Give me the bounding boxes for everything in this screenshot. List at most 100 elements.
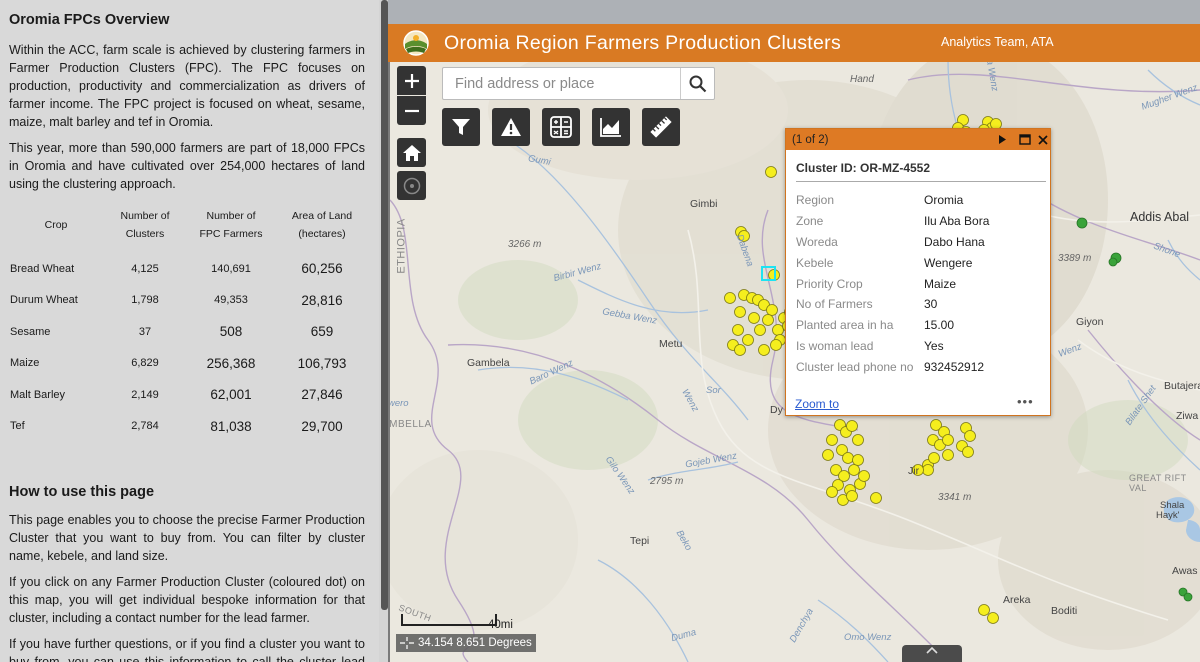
cluster-dot[interactable] (734, 306, 746, 318)
cluster-popup[interactable]: (1 of 2) Cluster ID: OR-MZ-4552 Region Or… (785, 128, 1051, 416)
cluster-dot[interactable] (770, 339, 782, 351)
cell-crop: Malt Barley (10, 388, 66, 401)
cluster-dot[interactable] (734, 344, 746, 356)
cluster-dot[interactable] (758, 344, 770, 356)
locate-button[interactable] (397, 171, 426, 200)
label-elev-2795: 2795 m (650, 476, 684, 487)
chart-button[interactable] (592, 108, 630, 146)
label-areka: Areka (1003, 594, 1031, 606)
attribute-table-toggle[interactable] (902, 645, 962, 662)
label-ziwa: Ziwa (1176, 410, 1199, 422)
cluster-dot[interactable] (964, 430, 976, 442)
zoom-in-button[interactable] (397, 66, 426, 95)
farm-logo-icon (403, 30, 429, 56)
cluster-dot[interactable] (846, 490, 858, 502)
cell-area: 28,816 (301, 292, 343, 308)
attribute-row: No of Farmers 30 (796, 294, 989, 315)
table-row: Sesame 37 508 659 (9, 316, 369, 348)
maximize-button[interactable] (1018, 132, 1032, 147)
cluster-dot[interactable] (930, 419, 942, 431)
header-clusters: Number of Clusters (120, 210, 170, 240)
home-button[interactable] (397, 138, 426, 167)
cluster-dot[interactable] (762, 314, 774, 326)
zoom-out-button[interactable] (397, 96, 426, 125)
cluster-dot[interactable] (830, 464, 842, 476)
label-tepi: Tepi (630, 535, 650, 547)
cluster-dot[interactable] (826, 434, 838, 446)
cluster-dot[interactable] (838, 470, 850, 482)
cluster-dot[interactable] (928, 452, 940, 464)
cell-area: 27,846 (301, 387, 343, 403)
search-input[interactable] (443, 68, 680, 99)
label-giyon: Giyon (1076, 316, 1104, 328)
close-icon (1038, 134, 1048, 145)
popup-header: (1 of 2) (786, 129, 1050, 150)
next-feature-button[interactable] (996, 132, 1008, 147)
cluster-dot[interactable] (858, 470, 870, 482)
attr-value: Ilu Aba Bora (924, 214, 990, 229)
home-icon (402, 144, 421, 161)
zoom-to-link[interactable]: Zoom to (795, 397, 840, 411)
filter-button[interactable] (442, 108, 480, 146)
attr-key: Zone (796, 214, 824, 229)
cluster-dot[interactable] (738, 230, 750, 242)
cluster-dot[interactable] (942, 434, 954, 446)
howto-title: How to use this page (9, 484, 155, 500)
cell-crop: Durum Wheat (10, 294, 78, 307)
cluster-dot[interactable] (846, 420, 858, 432)
measure-button[interactable] (642, 108, 680, 146)
cluster-dot[interactable] (836, 444, 848, 456)
cluster-dot[interactable] (742, 334, 754, 346)
cluster-dot[interactable] (848, 464, 860, 476)
locate-icon (403, 177, 420, 194)
calculator-button[interactable] (542, 108, 580, 146)
intro-paragraph-1: Within the ACC, farm scale is achieved b… (9, 43, 365, 129)
sidebar-scrollbar[interactable] (381, 0, 388, 610)
cell-farmers: 508 (219, 324, 243, 340)
close-popup-button[interactable] (1036, 132, 1050, 147)
cluster-dot[interactable] (754, 324, 766, 336)
attribute-row: Region Oromia (796, 190, 989, 211)
label-addis-ababa: Addis Abal (1130, 210, 1190, 224)
table-row: Tef 2,784 81,038 29,700 (9, 411, 369, 443)
label-jimma: Jir (908, 465, 920, 477)
alert-button[interactable] (492, 108, 530, 146)
coordinate-readout: 34.154 8.651 Degrees (396, 634, 536, 652)
cluster-dot[interactable] (852, 434, 864, 446)
attr-key: Kebele (796, 255, 834, 270)
crop-summary-table: Crop Number of Clusters Number of FPC Farm… (9, 207, 369, 442)
cluster-dot[interactable] (912, 464, 924, 476)
cluster-dot[interactable] (826, 486, 838, 498)
popup-counter: (1 of 2) (792, 133, 829, 146)
search-box[interactable] (442, 67, 715, 100)
cluster-dot[interactable] (822, 449, 834, 461)
attr-key: Woreda (796, 234, 838, 249)
cluster-dot[interactable] (765, 166, 777, 178)
cluster-dot[interactable] (724, 292, 736, 304)
cluster-dot[interactable] (766, 304, 778, 316)
maximize-icon (1019, 134, 1031, 145)
cluster-dot[interactable] (942, 449, 954, 461)
cluster-dot[interactable] (732, 324, 744, 336)
label-great-rift: GREAT RIFT VAL (1129, 473, 1187, 493)
search-button[interactable] (680, 68, 714, 99)
cluster-dot[interactable] (852, 454, 864, 466)
howto-paragraph-2: If you click on any Farmer Production Cl… (9, 575, 365, 625)
cluster-dot[interactable] (870, 492, 882, 504)
more-actions-button[interactable]: ••• (1017, 394, 1034, 409)
cluster-dot[interactable] (962, 446, 974, 458)
cluster-dot[interactable] (748, 312, 760, 324)
cluster-dot[interactable] (842, 452, 854, 464)
map-panel[interactable]: Gimbi Metu Gambela AMBELLA ETHIOPIA Addi… (388, 0, 1200, 662)
cell-farmers: 81,038 (210, 418, 252, 434)
cluster-id: Cluster ID: OR-MZ-4552 (796, 161, 1046, 182)
cluster-dot[interactable] (922, 464, 934, 476)
map-edge (388, 0, 390, 662)
cluster-dot[interactable] (978, 604, 990, 616)
minus-icon (404, 109, 419, 112)
cluster-dot[interactable] (987, 612, 999, 624)
cluster-dot[interactable] (772, 324, 784, 336)
attribute-row: Woreda Dabo Hana (796, 232, 989, 253)
attr-value: Yes (924, 338, 944, 353)
label-river-sor: Sor (706, 385, 721, 396)
